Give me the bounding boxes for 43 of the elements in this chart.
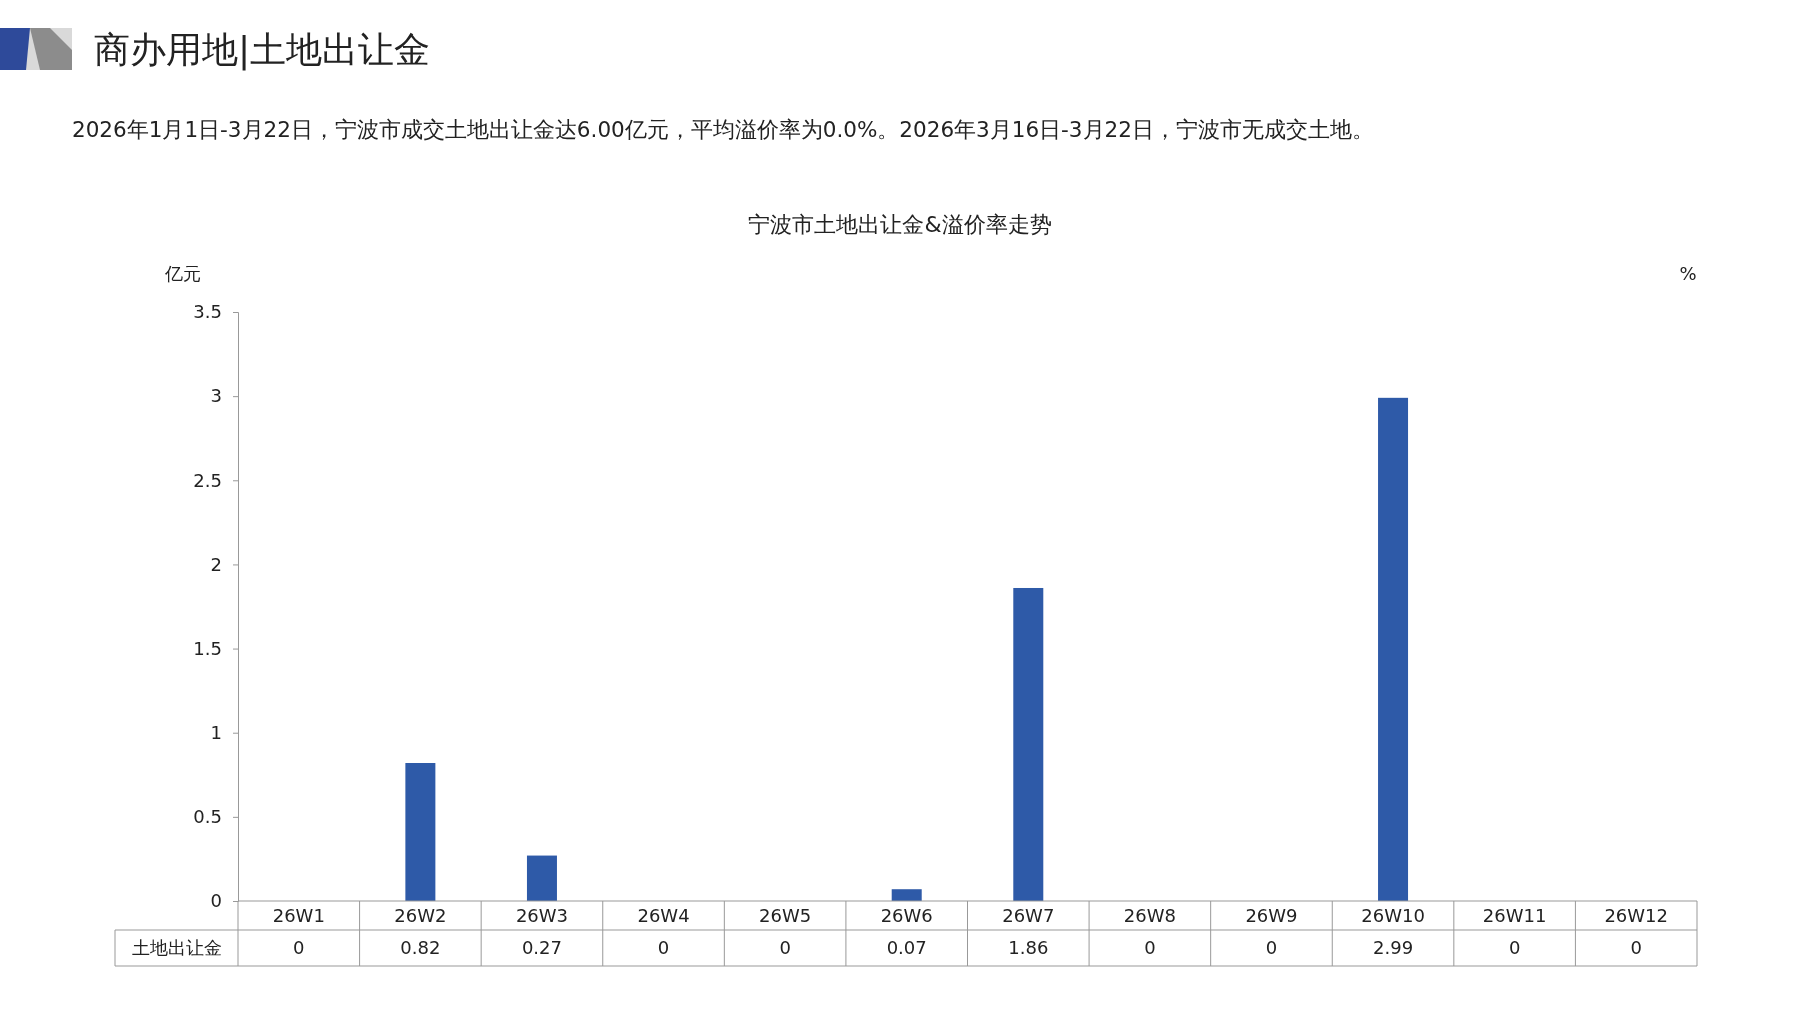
x-tick-label: 26W9: [1245, 905, 1298, 926]
x-tick-label: 26W5: [759, 905, 812, 926]
data-label: 0: [1630, 937, 1642, 958]
y-axis-title: 亿元: [164, 263, 201, 284]
data-label: 0.07: [886, 937, 927, 958]
y-tick-label: 2.5: [193, 469, 222, 491]
x-tick-label: 26W7: [1002, 905, 1055, 926]
chart-subtitle: 2026年1月1日-3月22日，宁波市成交土地出让金达6.00亿元，平均溢价率为0.0%。2026年3月16日-3月22日，宁波市无成交土地。: [72, 117, 1374, 142]
y-tick-label: 3: [210, 385, 222, 407]
data-label: 0: [1265, 937, 1278, 958]
x-tick-label: 26W6: [880, 905, 933, 926]
bar: [1013, 587, 1044, 901]
data-label: 1.86: [1008, 937, 1049, 958]
text: 土地出让金: [131, 937, 222, 958]
y-tick-label: 1: [210, 721, 222, 743]
chart-title: 商办用地|土地出让金: [94, 29, 431, 71]
x-tick-label: 26W1: [272, 905, 325, 926]
x-tick-label: 26W10: [1361, 905, 1425, 926]
y-tick-label: 3.5: [193, 301, 222, 323]
y-tick-label: 0.5: [193, 806, 222, 828]
data-label: 0: [1144, 937, 1156, 958]
x-tick-label: 26W8: [1123, 905, 1176, 926]
bar: [526, 855, 557, 901]
y-tick-label: 2: [210, 553, 222, 575]
y-tick-label: 0: [210, 890, 222, 912]
data-label: 0.82: [400, 937, 441, 958]
x-tick-label: 26W12: [1604, 905, 1669, 926]
data-label: 0: [1508, 937, 1521, 958]
bar: [1378, 397, 1409, 901]
data-label: 0: [779, 937, 791, 958]
y-tick-label: 1.5: [193, 637, 222, 659]
bar: [891, 889, 922, 901]
data-label: 0: [657, 937, 670, 958]
x-tick-label: 26W4: [637, 905, 690, 926]
data-label: 2.99: [1373, 937, 1414, 958]
bar: [405, 763, 436, 901]
data-label: 0: [293, 937, 305, 958]
text: 宁波市土地出让金&溢价率走势: [748, 212, 1052, 237]
data-label: 0.27: [521, 937, 562, 958]
y2-axis-title: %: [1679, 263, 1697, 284]
x-tick-label: 26W3: [515, 905, 569, 926]
x-tick-label: 26W11: [1482, 905, 1547, 926]
x-tick-label: 26W2: [394, 905, 447, 926]
